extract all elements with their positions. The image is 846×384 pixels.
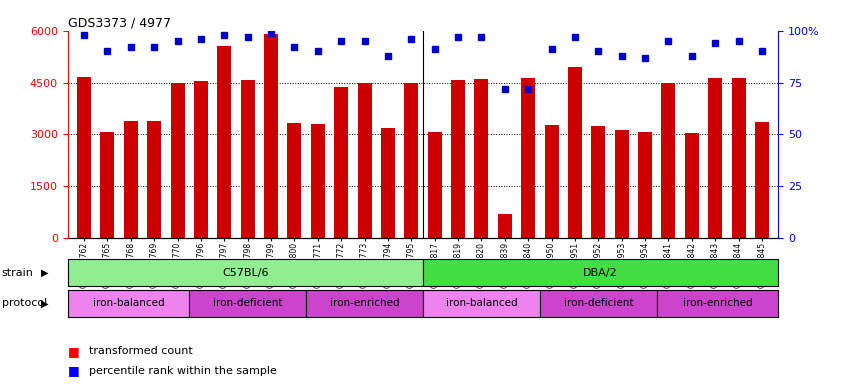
- Bar: [101, 132, 114, 238]
- Bar: [428, 132, 442, 238]
- Bar: [662, 83, 675, 238]
- Text: percentile rank within the sample: percentile rank within the sample: [89, 366, 277, 376]
- Bar: [310, 124, 325, 238]
- Text: ■: ■: [68, 364, 80, 377]
- Bar: [451, 80, 465, 238]
- Bar: [334, 87, 349, 238]
- Bar: [568, 67, 582, 238]
- Bar: [656, 290, 778, 317]
- Bar: [190, 290, 306, 317]
- Text: iron-deficient: iron-deficient: [563, 298, 633, 308]
- Bar: [288, 123, 301, 238]
- Bar: [194, 81, 208, 238]
- Bar: [521, 78, 536, 238]
- Text: GDS3373 / 4977: GDS3373 / 4977: [68, 17, 171, 30]
- Bar: [68, 290, 190, 317]
- Text: C57BL/6: C57BL/6: [222, 268, 268, 278]
- Text: ▶: ▶: [41, 268, 48, 278]
- Bar: [240, 81, 255, 238]
- Bar: [732, 78, 745, 238]
- Bar: [638, 132, 652, 238]
- Text: ▶: ▶: [41, 298, 48, 308]
- Text: transformed count: transformed count: [89, 346, 193, 356]
- Bar: [77, 78, 91, 238]
- Bar: [147, 121, 162, 238]
- Bar: [708, 78, 722, 238]
- Text: protocol: protocol: [2, 298, 47, 308]
- Bar: [381, 128, 395, 238]
- Bar: [475, 79, 488, 238]
- Bar: [124, 121, 138, 238]
- Text: iron-balanced: iron-balanced: [93, 298, 164, 308]
- Text: iron-deficient: iron-deficient: [213, 298, 283, 308]
- Text: iron-balanced: iron-balanced: [446, 298, 517, 308]
- Bar: [423, 290, 540, 317]
- Bar: [171, 83, 184, 238]
- Bar: [217, 46, 231, 238]
- Bar: [306, 290, 423, 317]
- Bar: [540, 290, 656, 317]
- Bar: [404, 83, 418, 238]
- Bar: [545, 125, 558, 238]
- Bar: [591, 126, 606, 238]
- Bar: [684, 133, 699, 238]
- Bar: [68, 259, 423, 286]
- Text: strain: strain: [2, 268, 34, 278]
- Bar: [423, 259, 778, 286]
- Text: DBA/2: DBA/2: [584, 268, 618, 278]
- Bar: [615, 129, 629, 238]
- Bar: [497, 214, 512, 238]
- Bar: [264, 34, 278, 238]
- Text: iron-enriched: iron-enriched: [683, 298, 752, 308]
- Text: iron-enriched: iron-enriched: [330, 298, 399, 308]
- Bar: [358, 83, 371, 238]
- Text: ■: ■: [68, 345, 80, 358]
- Bar: [755, 122, 769, 238]
